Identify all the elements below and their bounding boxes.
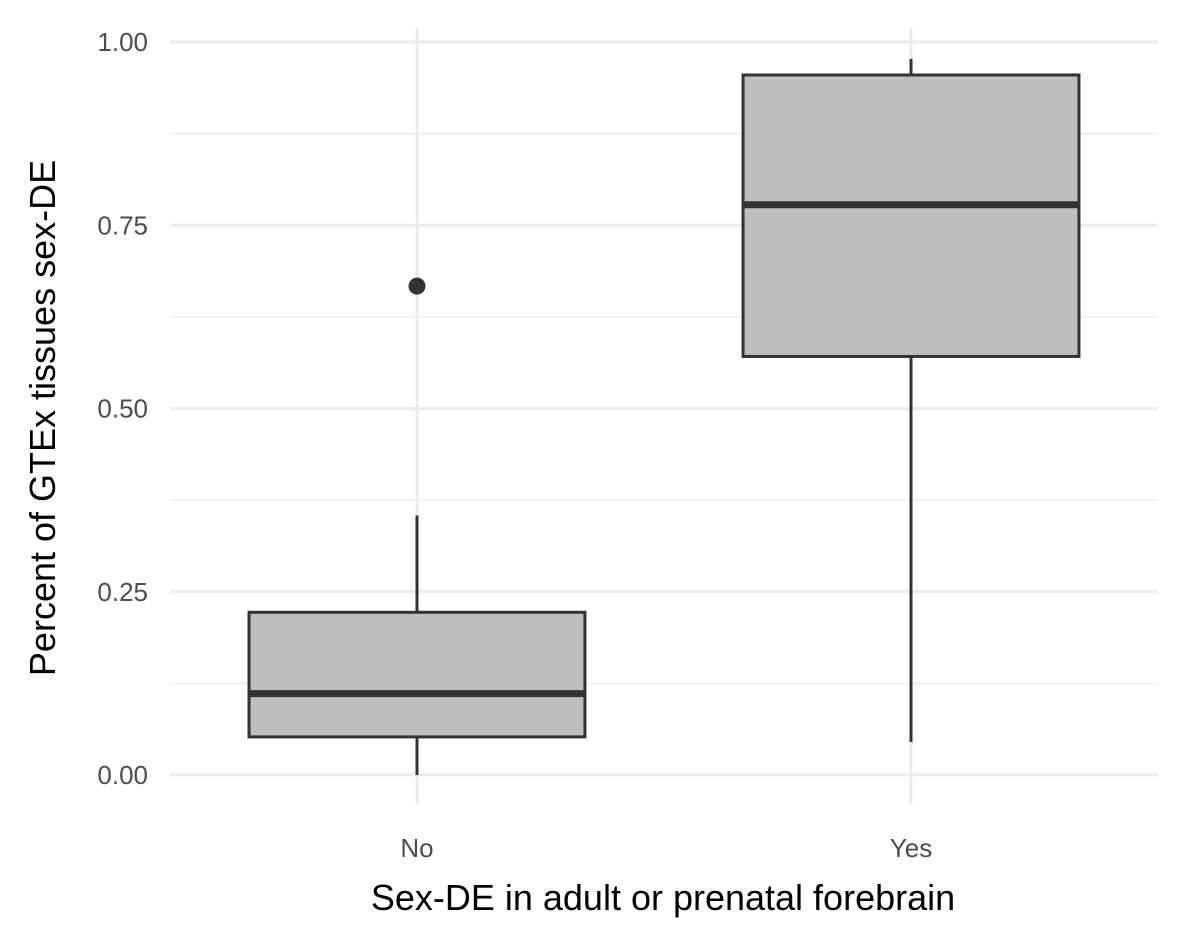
y-tick-label: 0.75: [97, 210, 148, 240]
x-tick-label: Yes: [890, 833, 932, 863]
y-tick-label: 0.25: [97, 577, 148, 607]
y-axis-title: Percent of GTEx tissues sex-DE: [22, 160, 63, 676]
y-tick-labels: 0.00 0.25 0.50 0.75 1.00: [97, 27, 148, 790]
x-tick-label: No: [400, 833, 433, 863]
outlier-point: [408, 277, 426, 295]
box-yes: [741, 58, 1081, 743]
box-iqr: [247, 610, 587, 739]
x-tick-labels: No Yes: [400, 833, 932, 863]
y-tick-label: 0.00: [97, 760, 148, 790]
box-no: [247, 277, 587, 775]
y-tick-label: 0.50: [97, 394, 148, 424]
boxes-layer: [247, 58, 1081, 775]
x-axis-title: Sex-DE in adult or prenatal forebrain: [371, 877, 955, 918]
box-iqr: [741, 73, 1081, 358]
y-tick-label: 1.00: [97, 27, 148, 57]
